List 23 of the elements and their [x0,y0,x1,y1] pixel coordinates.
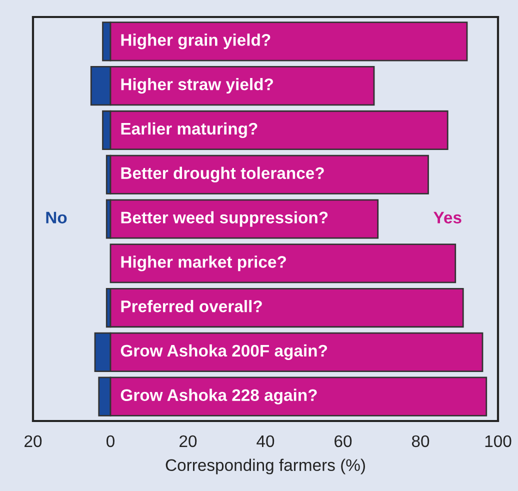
y-tick-label: Better weed suppression? [121,211,328,227]
bar [110,244,456,284]
x-tick-label: 100 [485,435,512,448]
y-tick-label: Better drought tolerance? [121,166,324,182]
y-tick-label: Earlier maturing? [121,122,258,138]
y-tick-label: Preferred overall? [121,300,262,312]
x-axis-title: Corresponding farmers (%) [166,458,365,474]
bar [110,288,464,328]
y-tick-label: Higher straw yield? [121,78,273,94]
y-tick-label: Grow Ashoka 200F again? [120,344,327,360]
series-label: Yes [434,212,462,224]
y-tick-label: Higher grain yield? [121,34,270,50]
bar [110,154,429,194]
y-tick-label: Grow Ashoka 228 again? [120,388,317,404]
y-tick-label: Higher market price? [121,256,286,272]
x-tick-label: 40 [256,435,274,448]
x-tick-label: 0 [106,435,114,448]
text: No [46,212,67,224]
x-tick-label: 80 [412,435,430,448]
x-tick-label: 20 [24,435,42,448]
bar [110,199,379,239]
x-tick-label: 60 [334,435,352,448]
x-tick-label: 20 [180,435,197,448]
